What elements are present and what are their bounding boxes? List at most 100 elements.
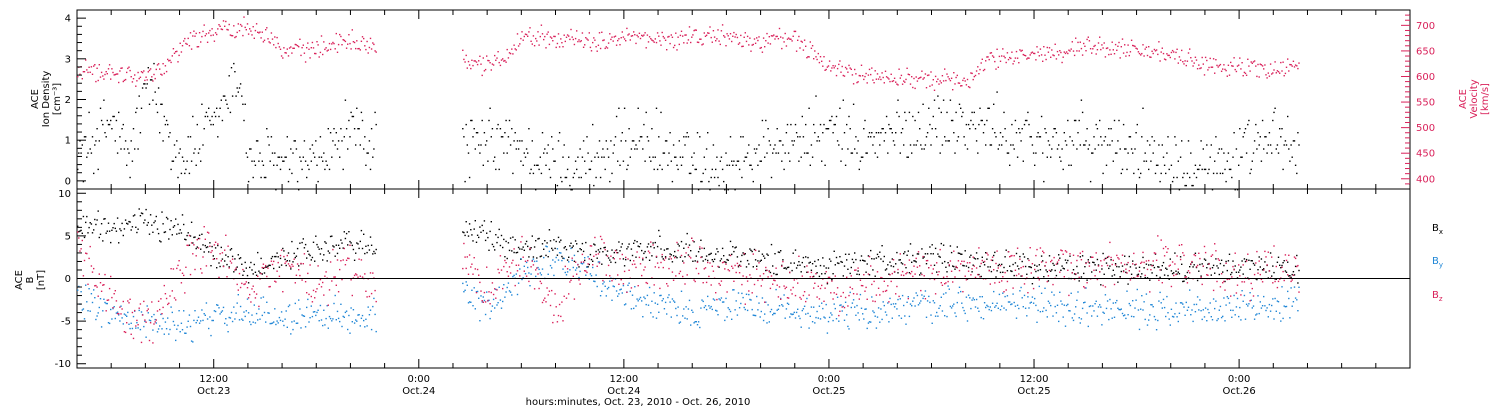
density-point: [361, 119, 364, 122]
density-point: [1032, 152, 1035, 154]
bx-point: [1273, 271, 1275, 274]
density-point: [888, 123, 890, 126]
velocity-point: [1064, 52, 1067, 55]
bz-point: [1016, 247, 1019, 249]
density-point: [480, 144, 482, 146]
by-point: [1206, 320, 1208, 322]
velocity-point: [483, 70, 486, 72]
velocity-point: [365, 48, 367, 51]
bx-point: [1137, 273, 1140, 275]
density-point: [1137, 168, 1140, 171]
by-point: [554, 261, 556, 263]
velocity-point: [159, 68, 161, 70]
by-point: [268, 312, 270, 314]
bz-point: [819, 287, 822, 290]
by-point: [486, 291, 488, 293]
bz-point: [221, 252, 224, 254]
velocity-point: [108, 64, 111, 66]
bx-point: [848, 253, 850, 255]
velocity-point: [939, 80, 941, 82]
bz-point: [472, 273, 474, 275]
bx-point: [124, 219, 127, 221]
density-point: [136, 107, 138, 109]
density-point: [961, 115, 963, 118]
bz-point: [577, 264, 579, 266]
density-point: [1277, 152, 1280, 154]
by-point: [202, 319, 204, 322]
density-point: [901, 128, 904, 130]
velocity-point: [1272, 72, 1274, 74]
bz-point: [89, 245, 91, 248]
by-point: [1077, 291, 1079, 293]
by-point: [1199, 299, 1201, 301]
bz-point: [1242, 264, 1244, 266]
density-point: [1012, 144, 1014, 146]
bz-point: [1265, 256, 1267, 258]
bx-point: [588, 263, 590, 266]
density-point: [369, 168, 372, 171]
bx-point: [1161, 265, 1163, 267]
density-point: [1287, 115, 1289, 118]
by-point: [97, 312, 99, 314]
density-point: [782, 144, 784, 146]
bx-point: [489, 230, 491, 233]
velocity-point: [1005, 61, 1007, 64]
bz-point: [345, 259, 348, 261]
velocity-point: [481, 74, 483, 77]
by-point: [1055, 312, 1058, 314]
bz-point: [942, 276, 945, 278]
velocity-point: [162, 63, 164, 65]
by-point: [1093, 310, 1095, 312]
density-point: [907, 156, 909, 158]
velocity-point: [919, 77, 921, 79]
velocity-point: [1096, 49, 1099, 51]
density-point: [283, 160, 285, 162]
velocity-point: [341, 44, 343, 46]
bx-point: [741, 254, 743, 257]
density-point: [631, 140, 634, 142]
density-point: [1276, 144, 1279, 146]
velocity-point: [760, 46, 762, 49]
bx-point: [1149, 279, 1151, 281]
bz-point: [585, 270, 587, 272]
velocity-point: [790, 38, 792, 40]
bx-point: [585, 241, 587, 244]
by-point: [188, 314, 191, 316]
bx-point: [107, 222, 110, 224]
bz-point: [557, 314, 560, 317]
by-point: [964, 312, 966, 315]
bz-point: [1051, 259, 1053, 262]
by-point: [177, 324, 179, 327]
by-point: [537, 266, 539, 269]
bz-point: [1087, 261, 1089, 263]
density-point: [137, 148, 139, 150]
density-point: [969, 128, 971, 130]
density-point: [273, 164, 275, 166]
density-point: [351, 115, 353, 118]
bz-point: [827, 276, 830, 279]
by-point: [552, 259, 554, 261]
bz-point: [312, 289, 315, 292]
velocity-point: [1028, 57, 1030, 59]
density-point: [479, 152, 481, 154]
bx-point: [108, 230, 111, 232]
density-point: [364, 136, 366, 138]
bx-point: [929, 246, 931, 248]
by-point: [650, 312, 652, 314]
bx-point: [762, 255, 765, 257]
by-point: [368, 314, 371, 316]
velocity-point: [1094, 44, 1096, 47]
bx-point: [543, 248, 545, 250]
density-point: [1071, 140, 1073, 142]
by-point: [1054, 305, 1056, 308]
velocity-point: [857, 81, 859, 83]
velocity-point: [253, 37, 255, 39]
velocity-point: [95, 80, 97, 83]
velocity-point: [1004, 57, 1006, 59]
by-point: [655, 317, 658, 319]
bz-point: [1101, 265, 1103, 267]
bx-point: [239, 257, 242, 259]
bx-point: [729, 240, 732, 243]
velocity-point: [669, 42, 671, 45]
by-point: [111, 318, 113, 320]
